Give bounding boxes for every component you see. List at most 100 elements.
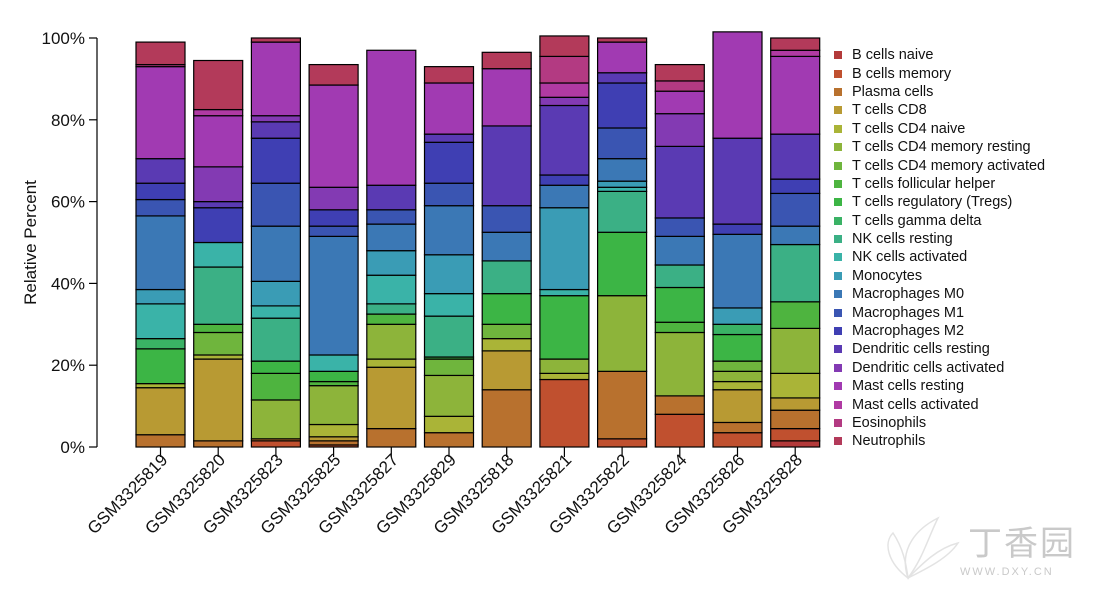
bar-segment xyxy=(423,133,475,143)
bar-segment xyxy=(308,186,359,211)
bar-segment xyxy=(366,366,417,430)
legend-item: Macrophages M0 xyxy=(834,285,1045,303)
legend-item: Mast cells activated xyxy=(834,395,1045,413)
bar-segment xyxy=(135,215,186,291)
bar-segment xyxy=(596,158,648,182)
bar-segment xyxy=(770,427,821,442)
bar-segment xyxy=(654,217,705,237)
legend-label: B cells memory xyxy=(852,65,952,82)
legend-swatch xyxy=(834,419,842,427)
bar-segment xyxy=(654,80,705,92)
bar-segment xyxy=(308,225,359,237)
bar-segment xyxy=(712,137,763,225)
bar-segment xyxy=(770,225,821,246)
legend-item: T cells gamma delta xyxy=(834,212,1045,230)
legend-item: T cells CD4 memory activated xyxy=(834,156,1045,174)
bar-segment xyxy=(596,190,648,233)
bar-segment xyxy=(712,223,763,235)
bar-segment xyxy=(193,266,244,325)
bar-segment xyxy=(308,436,359,442)
legend-item: Neutrophils xyxy=(834,432,1045,450)
y-tick-label: 100% xyxy=(42,29,85,48)
bar-segment xyxy=(596,82,648,129)
bar-segment xyxy=(481,125,532,207)
legend-swatch xyxy=(834,198,842,207)
y-tick-label: 80% xyxy=(51,111,85,130)
bar-segment xyxy=(596,186,648,192)
bar-segment xyxy=(539,288,590,297)
legend-item: T cells CD4 naive xyxy=(834,120,1045,138)
bar-segment xyxy=(654,395,705,415)
bar-segment xyxy=(423,374,475,417)
bar-segment xyxy=(308,235,359,356)
legend-item: T cells follicular helper xyxy=(834,175,1045,193)
bar-segment xyxy=(250,137,301,184)
bar-segment xyxy=(770,327,821,374)
y-tick-label: 20% xyxy=(51,356,85,375)
bar-segment xyxy=(423,315,475,358)
legend-label: Neutrophils xyxy=(852,433,926,450)
bar-segment xyxy=(250,305,301,319)
legend-swatch xyxy=(834,87,842,96)
bar-segment xyxy=(250,399,301,440)
bar-segment xyxy=(481,338,532,352)
legend-item: Dendritic cells resting xyxy=(834,340,1045,358)
bar-segment xyxy=(539,295,590,360)
bar-segment xyxy=(135,158,186,184)
bar-segment xyxy=(539,82,590,98)
bar-segment xyxy=(770,133,821,180)
bar-segment xyxy=(366,274,417,305)
bar-segment xyxy=(654,113,705,147)
bar-segment xyxy=(423,205,475,256)
bar-segment xyxy=(481,350,532,391)
legend-swatch xyxy=(834,179,842,188)
legend-swatch xyxy=(834,345,842,354)
legend-item: T cells regulatory (Tregs) xyxy=(834,193,1045,211)
bar-segment xyxy=(193,331,244,356)
legend-label: T cells CD4 memory activated xyxy=(852,157,1046,174)
legend-item: Macrophages M2 xyxy=(834,322,1045,340)
legend-item: B cells naive xyxy=(834,46,1045,64)
legend-label: Eosinophils xyxy=(852,415,927,431)
bar-segment xyxy=(366,313,417,325)
legend-swatch xyxy=(834,363,842,372)
bar-segment xyxy=(596,72,648,84)
bar-segment xyxy=(250,182,301,227)
bar-segment xyxy=(654,413,705,448)
bar-segment xyxy=(135,182,186,201)
watermark-url: WWW.DXY.CN xyxy=(960,566,1054,578)
bar-segment xyxy=(366,303,417,315)
bar-segment xyxy=(135,387,186,436)
legend-label: T cells CD4 naive xyxy=(852,120,966,137)
bar-segment xyxy=(596,295,648,372)
bar-segment xyxy=(770,397,821,411)
bar-segment xyxy=(539,378,590,448)
bar-segment xyxy=(366,184,417,211)
bar-segment xyxy=(423,66,475,84)
bar-segment xyxy=(712,307,763,325)
bar-segment xyxy=(366,358,417,368)
legend-label: T cells CD8 xyxy=(852,102,927,119)
bar-segment xyxy=(135,383,186,389)
bar-segment xyxy=(308,209,359,227)
bar-segment xyxy=(712,233,763,309)
bar-segment xyxy=(366,223,417,252)
y-axis-label: Relative Percent xyxy=(21,180,40,305)
legend-item: T cells CD8 xyxy=(834,101,1045,119)
bar-segment xyxy=(654,235,705,266)
legend-item: Dendritic cells activated xyxy=(834,359,1045,377)
legend-label: NK cells activated xyxy=(852,249,968,266)
legend-item: Plasma cells xyxy=(834,83,1045,101)
bar-segment xyxy=(135,338,186,350)
bar-segment xyxy=(770,178,821,195)
bar-segment xyxy=(654,321,705,334)
bar-segment xyxy=(366,209,417,225)
bar-segment xyxy=(423,358,475,377)
bar-segment xyxy=(135,434,186,448)
legend-swatch xyxy=(834,106,842,115)
bar-segment xyxy=(308,423,359,438)
legend-label: T cells regulatory (Tregs) xyxy=(852,194,1013,211)
bar-segment xyxy=(712,432,763,448)
bar-segment xyxy=(193,108,244,117)
bar-segment xyxy=(366,49,417,186)
